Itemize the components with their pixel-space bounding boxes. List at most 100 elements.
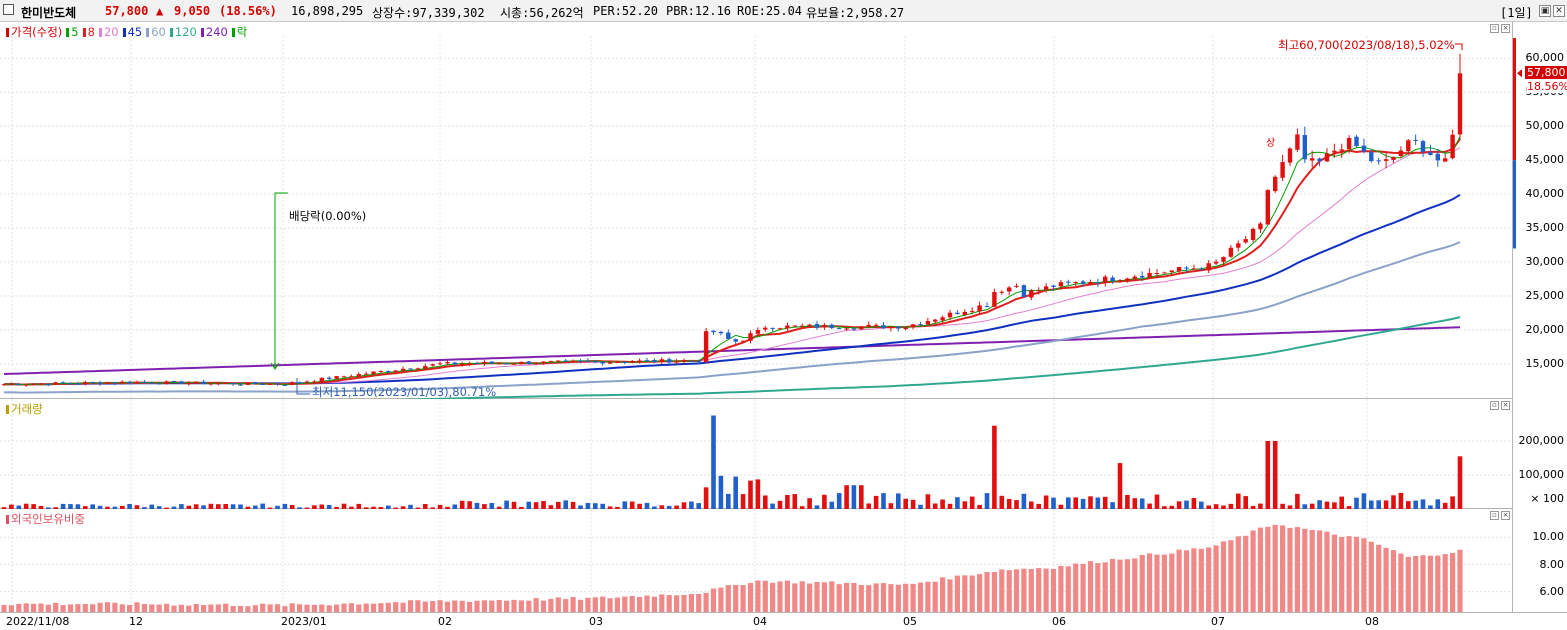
candle-body [415, 368, 421, 370]
legend-item[interactable]: 5 [71, 25, 79, 39]
volume-bar [1376, 500, 1381, 509]
foreign-ratio-bar [1398, 553, 1404, 612]
foreign-ratio-bar [1169, 553, 1175, 612]
stock-name[interactable]: 한미반도체 [21, 6, 77, 20]
legend-item[interactable]: 120 [174, 25, 197, 39]
volume-bar [474, 502, 480, 509]
volume-bar [1110, 502, 1115, 509]
volume-bar [822, 494, 827, 509]
volume-bar [740, 494, 746, 509]
volume-bar [9, 504, 14, 509]
candle-body [1191, 268, 1197, 270]
legend-item[interactable]: 60 [151, 25, 166, 39]
foreign-ratio-bar [1390, 550, 1397, 612]
panel-close-icon[interactable]: × [1501, 511, 1510, 520]
candle-body [164, 381, 169, 384]
foreign-ratio-bar [245, 606, 251, 612]
candle-body [9, 383, 14, 385]
candle-body [356, 374, 361, 377]
foreign-ratio-bar [836, 584, 842, 612]
foreign-ratio-bar [326, 605, 332, 612]
foreign-ratio-bar [1013, 569, 1020, 612]
y-axis-label: 35,000 [1525, 221, 1565, 235]
foreign-ratio-bar [23, 603, 29, 612]
volume-bar [127, 504, 132, 509]
volume-chart-canvas[interactable] [0, 399, 1512, 509]
foreign-ratio-bar [1191, 548, 1197, 612]
panel-maximize-icon[interactable]: ▫ [1490, 24, 1499, 33]
candle-body [216, 383, 221, 385]
foreign-ratio-bar [378, 603, 384, 612]
foreign-ratio-bar [577, 599, 584, 612]
foreign-ratio-bar [274, 604, 281, 612]
volume-bar [149, 504, 155, 509]
close-icon[interactable]: ✕ [1553, 5, 1565, 17]
foreign-ratio-bar [38, 603, 44, 612]
volume-bar [1221, 505, 1226, 509]
legend-item[interactable]: 가격(수정) [11, 25, 63, 39]
foreign-ratio-bar [459, 600, 465, 612]
y-axis[interactable]: 60,00055,00050,00045,00040,00035,00030,0… [1512, 22, 1567, 612]
panel-close-icon[interactable]: × [1501, 24, 1510, 33]
foreign-ratio-bar [53, 602, 59, 612]
foreign-ratio-bar [1280, 525, 1286, 612]
candle-body [1103, 276, 1108, 283]
period-selector[interactable]: [1일] [1500, 6, 1533, 20]
candle-body [297, 382, 302, 384]
foreign-ratio-bar [925, 581, 931, 612]
restore-icon[interactable]: ▣ [1539, 5, 1551, 17]
foreign-ratio-bar [1339, 536, 1345, 612]
candle-body [1073, 282, 1078, 284]
panel-close-icon[interactable]: × [1501, 401, 1510, 410]
legend-item[interactable]: 락 [236, 25, 248, 39]
foreign-ratio-bar [393, 602, 399, 612]
candle-body [1206, 263, 1211, 271]
volume-bar [785, 495, 790, 509]
legend-item[interactable]: 45 [127, 25, 143, 39]
volume-bar [851, 485, 857, 509]
foreign-ratio-bar [1302, 528, 1308, 612]
volume-bar [807, 498, 812, 509]
x-axis[interactable]: 2022/11/08 12 2023/01 02 03 04 05 06 07 08 [0, 612, 1567, 630]
candle-body [851, 328, 857, 330]
candle-body [593, 361, 598, 363]
y-axis-label: 50,000 [1525, 119, 1565, 133]
price-chart-panel[interactable]: 가격(수정) 5 8 20 45 60 120 240 락 ▫ × 최고60,700(2023/… [0, 22, 1512, 399]
volume-bar [1132, 498, 1138, 509]
candle-body [230, 383, 236, 385]
candle-body [674, 361, 679, 363]
volume-bar [1191, 498, 1197, 509]
candle-body [703, 331, 709, 363]
window-checkbox[interactable] [3, 4, 14, 15]
panel-maximize-icon[interactable]: ▫ [1490, 511, 1499, 520]
foreign-ratio-bar [644, 595, 650, 612]
foreign-chart-canvas[interactable] [0, 509, 1512, 612]
foreign-ownership-panel[interactable]: 외국인보유비중 ▫ × [0, 509, 1512, 612]
candle-body [511, 363, 517, 365]
candle-body [1184, 267, 1189, 269]
legend-item[interactable]: 240 [205, 25, 228, 39]
foreign-ratio-bar [600, 596, 606, 612]
foreign-ratio-bar [1117, 559, 1123, 612]
candle-body [1095, 282, 1100, 284]
foreign-ratio-bar [947, 579, 953, 612]
panel-maximize-icon[interactable]: ▫ [1490, 401, 1499, 410]
foreign-ratio-bar [334, 604, 340, 612]
volume-bar [910, 499, 916, 509]
foreign-ratio-bar [407, 600, 414, 612]
foreign-ratio-bar [134, 602, 140, 612]
foreign-ratio-bar [1294, 527, 1300, 612]
price-chart-canvas[interactable] [0, 22, 1512, 399]
candle-body [120, 381, 125, 383]
foreign-ratio-bar [237, 606, 244, 612]
foreign-ratio-bar [1457, 549, 1463, 612]
candle-body [157, 383, 162, 385]
candle-body [430, 364, 435, 366]
volume-bar [1139, 498, 1145, 509]
foreign-ratio-bar [1265, 526, 1271, 612]
foreign-ratio-bar [977, 574, 983, 612]
volume-chart-panel[interactable]: 거래량 ▫ × [0, 399, 1512, 509]
volume-bar [16, 505, 22, 509]
legend-item[interactable]: 8 [87, 25, 95, 39]
legend-item[interactable]: 20 [103, 25, 119, 39]
